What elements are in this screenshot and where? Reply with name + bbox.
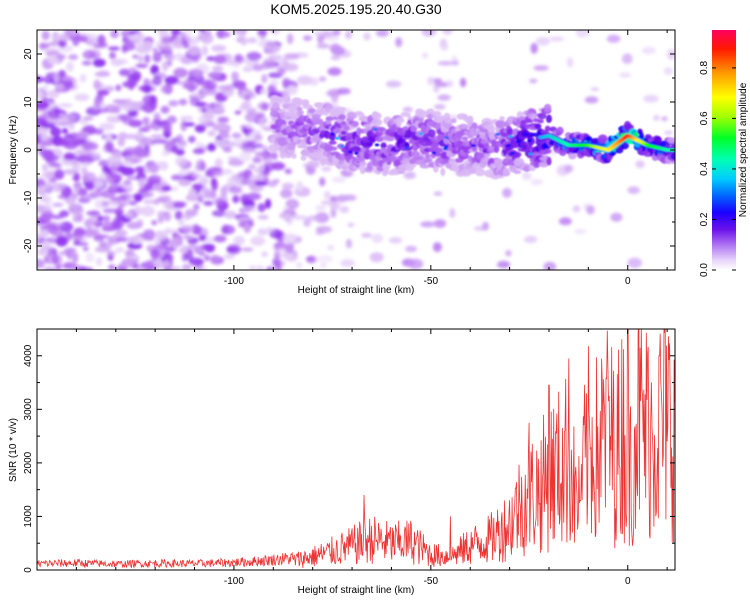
snr-frame (36, 328, 676, 571)
snr-y-tick-label: 4000 (23, 344, 34, 367)
spectrogram-y-tick-label: -10 (23, 190, 34, 205)
colorbar-tick-label: 0.6 (699, 111, 710, 125)
colorbar-tick-label: 0.4 (699, 162, 710, 176)
snr-x-tick-label: -100 (224, 576, 244, 587)
snr-x-tick-label: 0 (625, 576, 631, 587)
snr-series-line (37, 329, 675, 569)
spectrogram-x-tick-label: -100 (224, 276, 244, 287)
colorbar-label: Normalized spectral amplitude (738, 82, 749, 217)
spectrogram-y-tick-label: 20 (23, 48, 34, 60)
spectrogram-signal-ridge (267, 94, 675, 180)
spectrogram-x-tick-label: -50 (424, 276, 439, 287)
snr-y-tick-label: 2000 (23, 451, 34, 474)
snr-plot-area (37, 329, 675, 570)
spectrogram-x-tick-label: 0 (625, 276, 631, 287)
snr-y-axis-title: SNR (10 * v/v) (8, 418, 19, 482)
snr-y-tick-label: 3000 (23, 398, 34, 421)
colorbar: 0.0 0.2 0.4 0.6 0.8 Normalized spectral ampl… (699, 30, 749, 277)
snr-panel: -100 -50 0 0 1000 2000 3000 4000 Height of stra… (8, 328, 676, 596)
spectrogram-panel: -100 -50 0 20 10 0 -10 -20 Height of straight l… (8, 29, 676, 296)
snr-x-tick-label: -50 (424, 576, 439, 587)
spectrogram-y-tick-label: 10 (23, 96, 34, 108)
spectrogram-y-tick-label: 0 (23, 147, 34, 153)
figure-title: KOM5.2025.195.20.40.G30 (270, 1, 441, 17)
spectrogram-y-axis-title: Frequency (Hz) (8, 116, 19, 185)
snr-y-tick-label: 0 (23, 567, 34, 573)
spectrogram-x-axis-title: Height of straight line (km) (298, 285, 415, 296)
colorbar-tick-label: 0.8 (699, 61, 710, 75)
colorbar-tick-label: 0.2 (699, 212, 710, 226)
spectrogram-y-tick-label: -20 (23, 238, 34, 253)
snr-x-axis-title: Height of straight line (km) (298, 585, 415, 596)
snr-y-tick-label: 1000 (23, 505, 34, 528)
colorbar-gradient (712, 30, 736, 270)
colorbar-tick-label: 0.0 (699, 263, 710, 277)
